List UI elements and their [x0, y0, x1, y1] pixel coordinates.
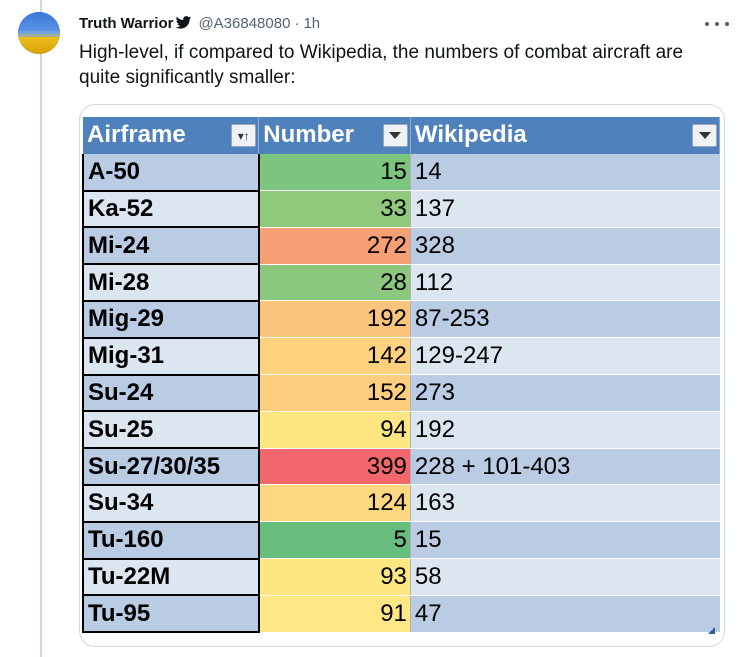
cell-airframe[interactable]: Mig-31 — [82, 337, 260, 376]
cell-airframe[interactable]: Ka-52 — [82, 190, 260, 229]
cell-number[interactable]: 272 — [258, 227, 411, 265]
author-name[interactable]: Truth Warrior — [79, 14, 174, 32]
cell-number[interactable]: 5 — [258, 521, 411, 560]
cell-airframe[interactable]: Tu-160 — [82, 521, 260, 560]
table-row: Mig-29 192 87-253 — [82, 300, 720, 339]
cell-airframe[interactable]: Mi-24 — [82, 227, 260, 266]
cell-wikipedia[interactable]: 129-247 — [410, 337, 720, 376]
cell-wikipedia[interactable]: 112 — [410, 264, 720, 302]
table-row: Mi-28 28 112 — [82, 264, 720, 302]
table-row: A-50 15 14 — [82, 153, 720, 192]
tweet-header: Truth Warrior @A36848080 · 1h — [79, 12, 320, 34]
heart-icon — [173, 16, 198, 30]
cell-wikipedia[interactable]: 15 — [410, 521, 720, 560]
cell-wikipedia[interactable]: 228 + 101-403 — [410, 448, 720, 486]
cell-number[interactable]: 399 — [258, 448, 411, 486]
table-row: Su-25 94 192 — [82, 411, 720, 450]
header-number-label: Number — [263, 121, 354, 149]
tweet-timestamp[interactable]: 1h — [303, 14, 321, 32]
cell-airframe[interactable]: Su-27/30/35 — [82, 448, 260, 486]
cell-airframe[interactable]: Tu-22M — [82, 558, 260, 597]
cell-number[interactable]: 152 — [258, 374, 411, 412]
avatar-field — [18, 34, 60, 54]
cell-number[interactable]: 93 — [258, 558, 411, 596]
thread-connector-line — [40, 0, 42, 657]
cell-airframe[interactable]: Su-25 — [82, 411, 260, 450]
table-row: Tu-22M 93 58 — [82, 558, 720, 597]
filter-dropdown-icon[interactable] — [692, 124, 717, 147]
cell-number[interactable]: 91 — [258, 595, 411, 633]
header-wikipedia-label: Wikipedia — [414, 121, 527, 149]
table-row: Su-24 152 273 — [82, 374, 720, 413]
sort-ascending-filter-icon[interactable]: ▾↑ — [231, 124, 257, 147]
tweet-media[interactable]: Airframe ▾↑ Number Wikipedia A-50 15 14 Ka-… — [79, 104, 725, 647]
cell-wikipedia[interactable]: 328 — [410, 227, 720, 265]
cell-wikipedia[interactable]: 273 — [410, 374, 720, 412]
table-row: Su-27/30/35 399 228 + 101-403 — [82, 448, 720, 486]
header-number[interactable]: Number — [258, 117, 411, 154]
header-airframe[interactable]: Airframe ▾↑ — [83, 117, 260, 154]
table-row: Tu-95 91 47 — [82, 595, 720, 634]
filter-dropdown-icon[interactable] — [382, 124, 408, 147]
header-separator: · — [294, 14, 300, 32]
tweet-text: High-level, if compared to Wikipedia, th… — [79, 42, 684, 88]
cell-airframe[interactable]: Su-34 — [82, 484, 260, 523]
table-body: A-50 15 14 Ka-52 33 137 Mi-24 272 328 Mi-28 28 112 M… — [82, 153, 720, 634]
cell-wikipedia[interactable]: 192 — [410, 411, 720, 449]
cell-number[interactable]: 15 — [258, 153, 411, 192]
avatar-sky — [18, 12, 60, 34]
cell-number[interactable]: 192 — [258, 300, 411, 339]
cell-wikipedia[interactable]: 47 — [410, 595, 720, 633]
cell-number[interactable]: 94 — [258, 411, 411, 449]
cell-airframe[interactable]: Su-24 — [82, 374, 260, 413]
header-airframe-label: Airframe — [87, 121, 186, 149]
aircraft-table: Airframe ▾↑ Number Wikipedia A-50 15 14 Ka-… — [82, 117, 721, 634]
table-row: Mi-24 272 328 — [82, 227, 720, 266]
cell-airframe[interactable]: Mig-29 — [82, 300, 260, 339]
cell-wikipedia[interactable]: 14 — [410, 153, 720, 192]
spreadsheet-image: Airframe ▾↑ Number Wikipedia A-50 15 14 Ka-… — [82, 117, 721, 637]
avatar-horizon — [18, 31, 60, 37]
table-row: Ka-52 33 137 — [82, 190, 720, 229]
cell-number[interactable]: 28 — [258, 264, 411, 302]
cell-wikipedia[interactable]: 163 — [410, 484, 720, 523]
cell-wikipedia[interactable]: 87-253 — [410, 300, 720, 339]
more-options-icon[interactable] — [705, 22, 729, 28]
cell-airframe[interactable]: Tu-95 — [82, 595, 260, 634]
table-row: Mig-31 142 129-247 — [82, 337, 720, 376]
table-header-row: Airframe ▾↑ Number Wikipedia — [83, 117, 721, 154]
table-resize-handle-icon[interactable] — [708, 627, 715, 634]
table-row: Tu-160 5 15 — [82, 521, 720, 560]
table-row: Su-34 124 163 — [82, 484, 720, 523]
cell-number[interactable]: 142 — [258, 337, 411, 376]
cell-wikipedia[interactable]: 58 — [410, 558, 720, 596]
author-handle[interactable]: @A36848080 — [198, 14, 291, 32]
header-wikipedia[interactable]: Wikipedia — [410, 117, 721, 154]
cell-wikipedia[interactable]: 137 — [410, 190, 720, 228]
cell-number[interactable]: 33 — [258, 190, 411, 228]
cell-airframe[interactable]: A-50 — [82, 153, 260, 192]
avatar[interactable] — [18, 12, 60, 54]
cell-airframe[interactable]: Mi-28 — [82, 264, 260, 302]
cell-number[interactable]: 124 — [258, 484, 411, 523]
